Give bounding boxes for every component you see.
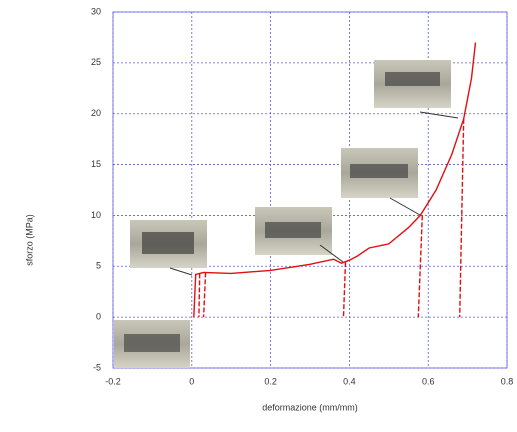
photo [130,220,207,276]
y-axis-label: sforzo (MPa) [24,214,34,266]
x-axis-label: deformazione (mm/mm) [262,402,358,412]
x-tick-label: 0.6 [422,376,435,386]
x-tick-label: 0.8 [501,376,514,386]
photo [341,148,421,216]
x-tick-label: 0.2 [264,376,277,386]
data-line [202,272,207,318]
data-line [198,273,201,318]
photo-insets [114,60,459,368]
data-line [417,215,423,318]
y-tick-label: -5 [93,362,101,372]
photo [114,320,190,368]
y-tick-label: 20 [91,108,101,118]
data-line [193,42,477,318]
photo [255,207,344,263]
y-tick-label: 10 [91,210,101,220]
y-tick-label: 25 [91,57,101,67]
y-tick-label: 0 [96,312,101,322]
y-tick-label: 15 [91,159,101,169]
x-tick-label: -0.2 [105,376,121,386]
data-line [342,262,347,318]
y-tick-label: 5 [96,261,101,271]
x-tick-label: 0.4 [343,376,356,386]
photo [374,60,459,119]
x-tick-label: 0 [189,376,194,386]
data-line [459,118,465,318]
y-tick-label: 30 [91,6,101,16]
